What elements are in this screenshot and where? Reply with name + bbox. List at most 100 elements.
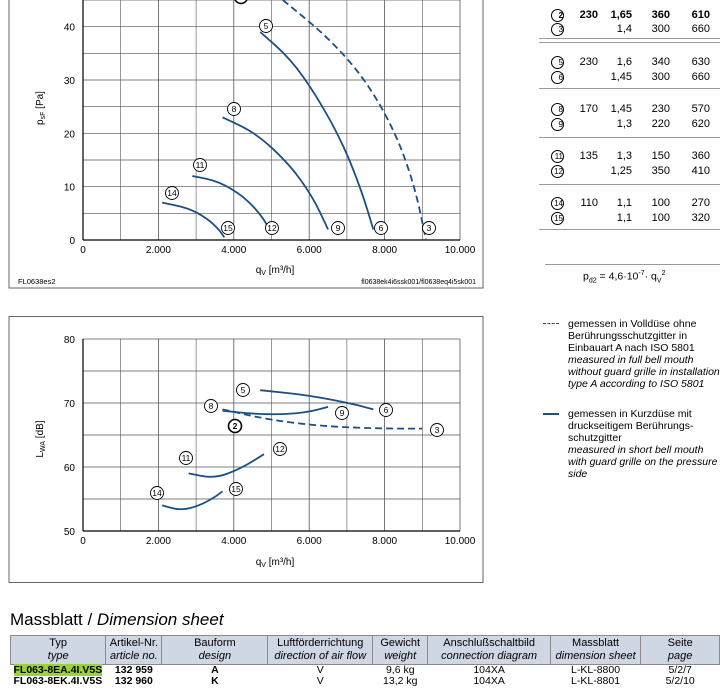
header-en: weight (384, 650, 417, 662)
pressure-chart-right-note: fl0638ek4i6ssk001/fl0638eq4i5sk001 (361, 279, 476, 286)
curve-label-11: 11 (182, 453, 191, 463)
dimension-header-5: Anschlußschaltbild connection diagram (427, 635, 551, 665)
curve-number-icon: 3 (551, 23, 564, 36)
curve-label-2: 2 (239, 0, 244, 2)
curve-number-icon: 5 (551, 56, 564, 69)
curve-label-9: 9 (336, 223, 341, 233)
spec-group-divider (539, 229, 720, 230)
dimension-header-6: Massblatt dimension sheet (549, 635, 642, 665)
spec-row: 5 230 1,6 340 630 (539, 56, 720, 70)
dimension-header-1: Artikel-Nr. article no. (105, 635, 163, 665)
spec-kw: 1,3 (616, 150, 632, 162)
curve-number-icon: 8 (551, 103, 564, 116)
x-tick-label: 6.000 (297, 536, 322, 547)
noise-chart-labels: 5 8 9 6 2 3 12 11 15 14 (150, 383, 444, 500)
spec-rpm: 360 (691, 150, 710, 162)
curve-5 (259, 31, 375, 230)
spec-kw: 1,65 (610, 9, 632, 21)
curve-label-circle-2 (234, 0, 248, 5)
cell-text: V (316, 675, 324, 687)
cell-text: FL063-8EK.4I.V5S (13, 675, 103, 687)
curve-label-circle-12 (265, 221, 279, 235)
cell-text: 9,6 kg (385, 664, 415, 676)
cell-text: 5/2/10 (665, 675, 695, 687)
header-de: Bauform (194, 637, 236, 649)
curve-label-circle-11 (193, 158, 207, 172)
spec-rpm: 660 (691, 71, 710, 83)
spec-pa: 100 (651, 212, 670, 224)
pressure-chart-axes: 0 2.000 4.000 6.000 8.000 10.000 0 10 20 30 40 (64, 0, 476, 256)
curve-label-circle-15 (221, 221, 235, 235)
curve-8 (222, 405, 329, 416)
y-tick-label: 60 (64, 463, 76, 474)
spec-group-divider (539, 42, 720, 43)
y-tick-label: 70 (64, 399, 76, 410)
curve-label-circle-8 (227, 102, 241, 116)
cell-text: 132 959 (114, 664, 153, 676)
cell-text: K (211, 675, 219, 687)
header-en: connection diagram (441, 650, 538, 662)
pressure-chart-labels: 2 5 8 11 14 15 12 9 6 3 (165, 0, 436, 235)
noise-chart-ylabel: LWA [dB] (35, 420, 47, 457)
dimension-header-4: Gewicht weight (372, 635, 429, 665)
curve-label-circle-15 (229, 482, 243, 496)
spec-kw: 1,6 (616, 56, 632, 68)
x-tick-label: 8.000 (372, 245, 397, 256)
curve-number-icon: 12 (551, 165, 564, 178)
noise-chart-grid (82, 338, 461, 531)
header-de: Artikel-Nr. (109, 637, 159, 649)
spec-group-divider (539, 88, 720, 89)
legend-dashed-de: gemessen in Volldüse ohne Berührungsschu… (568, 318, 697, 354)
curve-11 (192, 175, 273, 236)
spec-row: 9 1,3 220 620 (539, 118, 720, 132)
formula-divider (545, 264, 720, 265)
curve-label-circle-14 (150, 486, 164, 500)
legend-solid: gemessen in Kurzdüse mit druckseitigem B… (540, 408, 720, 480)
curve-5 (260, 389, 374, 411)
pressure-chart: 0 2.000 4.000 6.000 8.000 10.000 0 10 20 30 40 2 5 8… (8, 0, 484, 289)
curve-label-3: 3 (427, 223, 432, 233)
dimension-cell-page: 5/2/10 (641, 676, 720, 687)
header-de: Typ (49, 637, 68, 649)
dimension-header-3: Luftförderrichtung direction of air flow (267, 635, 374, 665)
curve-number-icon: 11 (551, 150, 564, 163)
x-tick-label: 0 (80, 245, 86, 256)
y-tick-label: 20 (64, 129, 76, 140)
spec-group-divider (539, 38, 720, 39)
dimension-cell-sheet: L-KL-8800 (550, 665, 641, 677)
header-en: direction of air flow (274, 650, 367, 662)
cell-text: L-KL-8800 (571, 664, 621, 676)
x-tick-label: 10.000 (445, 536, 476, 547)
pressure-formula: pd2 = 4,6·10-7· qV2 (583, 270, 666, 285)
spec-rpm: 610 (691, 9, 710, 21)
cell-text: 104XA (473, 675, 505, 687)
spec-volt: 110 (580, 197, 598, 209)
curve-label-6: 6 (384, 405, 389, 415)
curve-number-icon: 14 (551, 197, 564, 210)
cell-text: L-KL-8801 (571, 675, 621, 687)
dimension-cell-page: 5/2/7 (641, 665, 720, 677)
noise-chart: 0 2.000 4.000 6.000 8.000 10.000 50 60 70 80 5 8 9 6… (8, 316, 484, 583)
dimension-header-0: Typ type (9, 635, 107, 665)
x-tick-label: 4.000 (221, 536, 246, 547)
spec-row: 14 110 1,1 100 270 (539, 197, 720, 211)
pressure-chart-xlabel: qV [m³/h] (256, 265, 295, 277)
spec-rpm: 410 (691, 165, 710, 177)
y-tick-label: 10 (64, 183, 76, 194)
curve-label-9: 9 (340, 408, 345, 418)
y-tick-label: 80 (64, 335, 76, 346)
pressure-chart-grid (82, 0, 461, 240)
cell-text: 13,2 kg (383, 675, 418, 687)
spec-kw: 1,45 (610, 103, 632, 115)
measurement-legend: gemessen in Volldüse ohne Berührungsschu… (540, 318, 720, 480)
dimension-cell-conn: 104XA (428, 676, 550, 687)
dimension-cell-bau: K (162, 676, 268, 687)
y-tick-label: 40 (64, 23, 76, 34)
spec-row: 11 135 1,3 150 360 (539, 150, 720, 164)
dimension-header-7: Seite page (640, 635, 720, 665)
y-tick-label: 30 (64, 76, 76, 87)
dimension-cell-typ: FL063-8EA.4I.V5S (11, 664, 106, 676)
spec-volt: 170 (579, 103, 598, 115)
header-en: page (667, 650, 693, 662)
curve-label-3: 3 (435, 425, 440, 435)
